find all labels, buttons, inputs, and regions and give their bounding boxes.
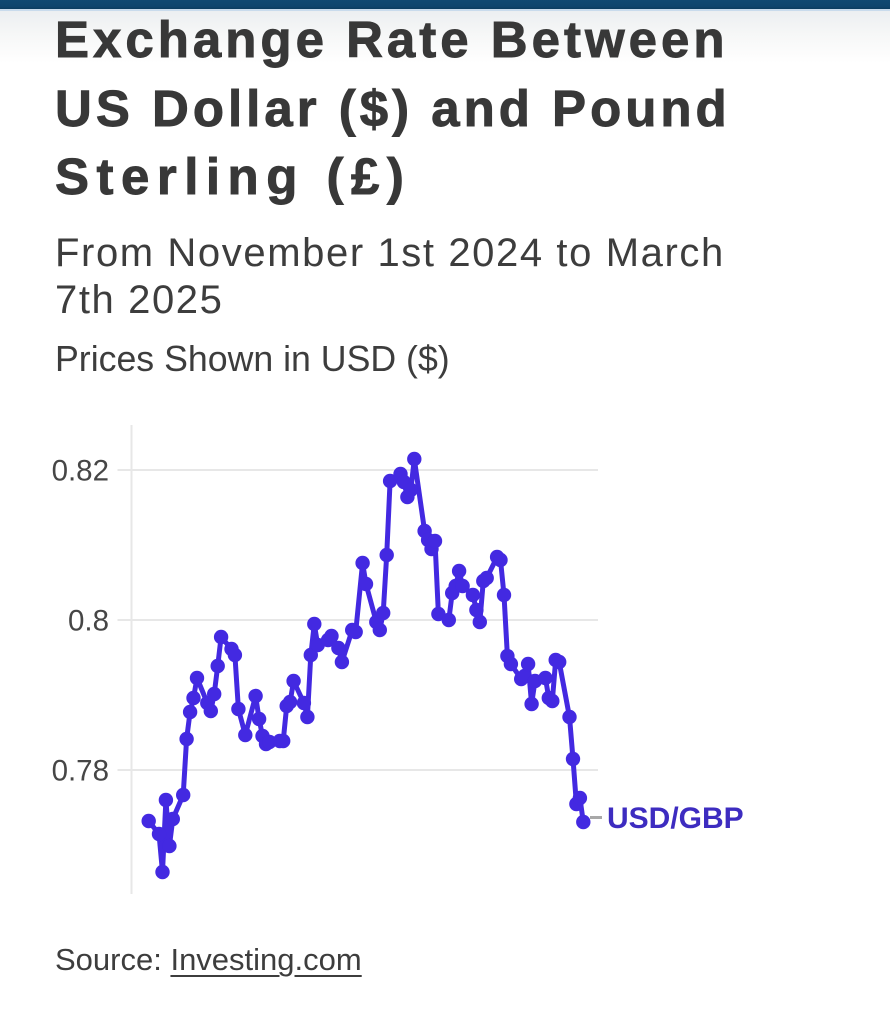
svg-text:USD/GBP: USD/GBP	[607, 802, 744, 835]
svg-text:0.82: 0.82	[52, 455, 109, 488]
svg-text:0.8: 0.8	[68, 605, 109, 638]
svg-text:0.78: 0.78	[52, 755, 109, 788]
